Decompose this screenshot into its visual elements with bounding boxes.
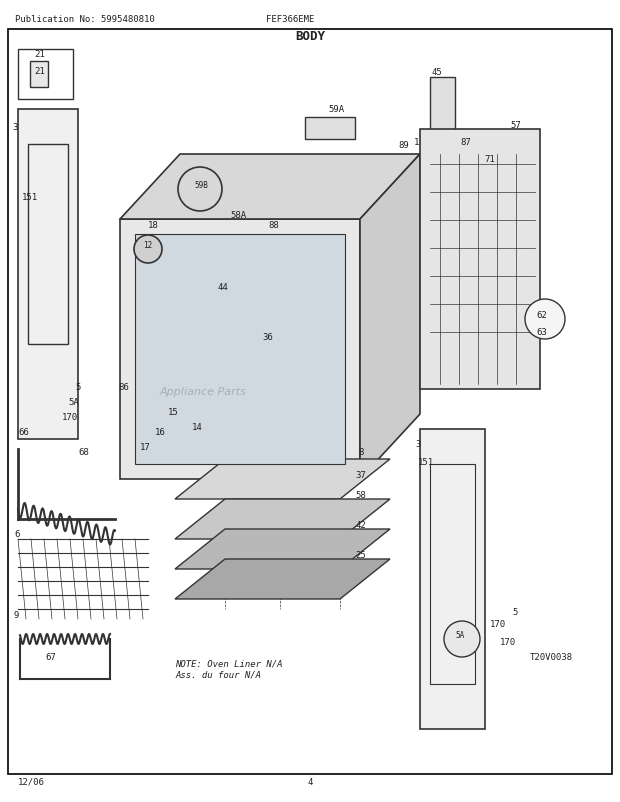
- Text: 6: 6: [14, 529, 19, 538]
- Text: 9: 9: [14, 610, 19, 619]
- Text: 5A: 5A: [455, 630, 464, 639]
- Text: 88: 88: [268, 221, 279, 229]
- Bar: [420, 429, 485, 729]
- Text: Publication No: 5995480810: Publication No: 5995480810: [15, 15, 155, 24]
- Text: 21: 21: [35, 67, 45, 76]
- Polygon shape: [120, 220, 360, 480]
- Bar: [430, 78, 455, 133]
- Text: BODY: BODY: [295, 30, 325, 43]
- Text: 14: 14: [192, 423, 203, 431]
- Circle shape: [444, 622, 480, 657]
- Text: 36: 36: [262, 333, 273, 342]
- Bar: [28, 145, 68, 345]
- Text: 5A: 5A: [68, 398, 79, 407]
- Text: 71: 71: [484, 155, 495, 164]
- Text: 151: 151: [418, 457, 434, 467]
- Text: 86: 86: [118, 383, 129, 391]
- Text: 89: 89: [398, 141, 409, 150]
- Text: 151: 151: [22, 192, 38, 202]
- Bar: [305, 118, 355, 140]
- Polygon shape: [175, 460, 390, 500]
- Text: 44: 44: [218, 282, 229, 292]
- Text: 4: 4: [308, 777, 312, 786]
- Text: 12: 12: [143, 241, 153, 249]
- Text: 59B: 59B: [194, 180, 208, 190]
- Bar: [135, 235, 345, 464]
- Text: 87: 87: [460, 138, 471, 147]
- Circle shape: [134, 236, 162, 264]
- Text: 63: 63: [536, 327, 547, 337]
- Text: 5: 5: [512, 607, 517, 616]
- Bar: [430, 464, 475, 684]
- Text: 15: 15: [168, 407, 179, 416]
- Text: 42: 42: [355, 520, 366, 529]
- Polygon shape: [175, 529, 390, 569]
- Bar: [30, 62, 48, 88]
- Text: 1: 1: [414, 138, 419, 147]
- Text: 170: 170: [490, 619, 506, 628]
- Polygon shape: [175, 500, 390, 539]
- Text: 58A: 58A: [230, 211, 246, 220]
- Bar: [18, 50, 73, 100]
- Text: 3: 3: [12, 123, 17, 132]
- Text: 3: 3: [415, 439, 420, 448]
- Text: 8: 8: [358, 448, 363, 456]
- Polygon shape: [360, 155, 420, 480]
- Text: 37: 37: [355, 471, 366, 480]
- Text: 25: 25: [355, 550, 366, 559]
- Text: 67: 67: [45, 652, 56, 661]
- Polygon shape: [120, 155, 420, 220]
- Text: 18: 18: [148, 221, 159, 229]
- Text: 68: 68: [78, 448, 89, 456]
- Text: 21: 21: [35, 50, 45, 59]
- Text: 66: 66: [18, 427, 29, 436]
- Text: 58: 58: [355, 490, 366, 500]
- Text: 57: 57: [510, 121, 521, 130]
- Text: 45: 45: [432, 68, 443, 77]
- Text: 59A: 59A: [328, 105, 344, 114]
- Text: 170: 170: [500, 638, 516, 646]
- Text: 17: 17: [140, 443, 151, 452]
- Circle shape: [525, 300, 565, 339]
- Text: 5: 5: [75, 383, 81, 391]
- Text: Appliance Parts: Appliance Parts: [160, 387, 247, 396]
- FancyBboxPatch shape: [18, 110, 78, 439]
- Text: 170: 170: [62, 412, 78, 422]
- Polygon shape: [420, 130, 540, 390]
- Text: FEF366EME: FEF366EME: [266, 15, 314, 24]
- Text: 62: 62: [536, 310, 547, 320]
- Text: T20V0038: T20V0038: [530, 652, 573, 661]
- Polygon shape: [175, 559, 390, 599]
- Text: 16: 16: [155, 427, 166, 436]
- Text: NOTE: Oven Liner N/A
Ass. du four N/A: NOTE: Oven Liner N/A Ass. du four N/A: [175, 659, 283, 678]
- Text: 12/06: 12/06: [18, 777, 45, 786]
- Circle shape: [178, 168, 222, 212]
